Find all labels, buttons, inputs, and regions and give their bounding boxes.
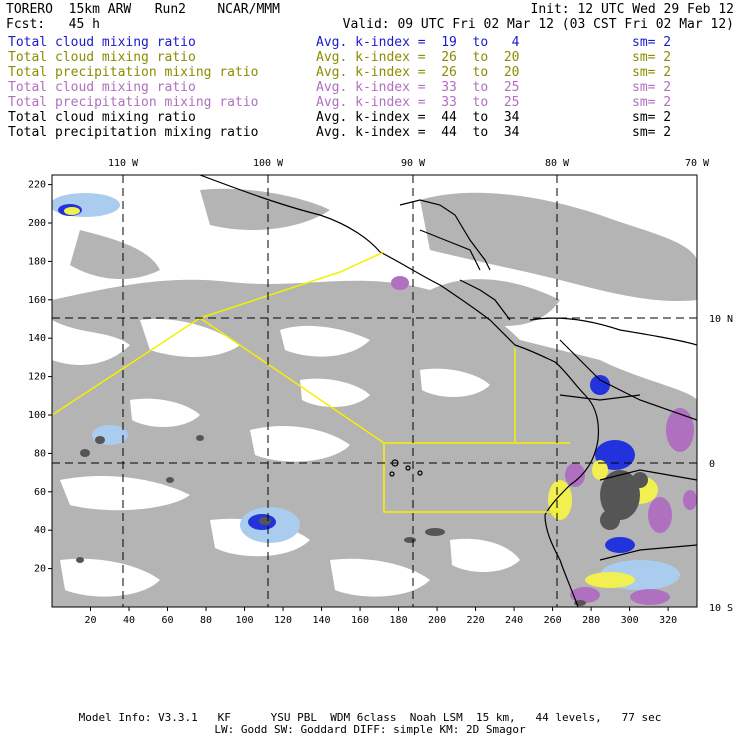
x-tick-label: 100 [236, 615, 254, 626]
latitude-label: 0 [709, 459, 715, 470]
legend-k-index: Avg. k-index = 44 to 34 [316, 110, 520, 125]
legend-smoothing: sm= 2 [632, 125, 672, 140]
longitude-label: 100 W [253, 158, 284, 169]
lat-lon-grid [52, 175, 697, 607]
legend-row: Total cloud mixing ratio Avg. k-index = 1… [8, 35, 738, 50]
axis-ticks: 20 40 60 80 100 120 140 160 180 200 220 240 260 280 30… [28, 158, 733, 626]
x-tick-label: 60 [161, 615, 173, 626]
legend-field-name: Total cloud mixing ratio [8, 50, 196, 65]
x-tick-label: 240 [505, 615, 523, 626]
legend-k-index: Avg. k-index = 26 to 20 [316, 50, 520, 65]
legend-k-index: Avg. k-index = 19 to 4 [316, 35, 520, 50]
legend-field-name: Total cloud mixing ratio [8, 35, 196, 50]
blue-cloud-cores [52, 193, 680, 590]
dark-cloud-cores [76, 435, 648, 606]
legend-k-index: Avg. k-index = 26 to 20 [316, 65, 520, 80]
legend-row: Total precipitation mixing ratio Avg. k-i… [8, 65, 738, 80]
y-tick-label: 140 [28, 333, 46, 344]
latitude-label: 10 N [709, 314, 733, 325]
longitude-label: 90 W [401, 158, 426, 169]
legend-k-index: Avg. k-index = 33 to 25 [316, 95, 520, 110]
x-tick-label: 300 [621, 615, 639, 626]
y-tick-label: 100 [28, 410, 46, 421]
legend-field-name: Total cloud mixing ratio [8, 80, 196, 95]
longitude-label: 110 W [108, 158, 139, 169]
x-tick-label: 160 [351, 615, 369, 626]
legend-row: Total cloud mixing ratio Avg. k-index = 3… [8, 80, 738, 95]
legend-field-name: Total precipitation mixing ratio [8, 95, 259, 110]
y-tick-label: 60 [34, 487, 46, 498]
x-tick-label: 80 [200, 615, 212, 626]
y-tick-label: 160 [28, 295, 46, 306]
x-tick-label: 20 [84, 615, 96, 626]
x-tick-label: 280 [582, 615, 600, 626]
y-tick-label: 200 [28, 218, 46, 229]
init-time: Init: 12 UTC Wed 29 Feb 12 [530, 2, 735, 17]
forecast-hour: Fcst: 45 h [6, 17, 100, 32]
legend-field-name: Total cloud mixing ratio [8, 110, 196, 125]
model-info-line1: Model Info: V3.3.1 KF YSU PBL WDM 6class… [78, 711, 662, 724]
legend-smoothing: sm= 2 [632, 65, 672, 80]
plot-frame [51, 174, 698, 608]
legend-row: Total cloud mixing ratio Avg. k-index = 4… [8, 110, 738, 125]
purple-precip-cores [391, 276, 697, 605]
flight-track [52, 251, 570, 513]
legend-row: Total precipitation mixing ratio Avg. k-i… [8, 95, 738, 110]
x-tick-label: 180 [390, 615, 408, 626]
legend-row: Total precipitation mixing ratio Avg. k-i… [8, 125, 738, 140]
legend-smoothing: sm= 2 [632, 35, 672, 50]
y-tick-label: 40 [34, 525, 46, 536]
x-tick-label: 200 [428, 615, 446, 626]
legend-k-index: Avg. k-index = 44 to 34 [316, 125, 520, 140]
coastlines [199, 175, 697, 607]
legend-smoothing: sm= 2 [632, 110, 672, 125]
x-tick-label: 140 [313, 615, 331, 626]
x-tick-label: 260 [544, 615, 562, 626]
x-tick-label: 220 [467, 615, 485, 626]
x-tick-label: 120 [274, 615, 292, 626]
legend-k-index: Avg. k-index = 33 to 25 [316, 80, 520, 95]
y-tick-label: 20 [34, 564, 46, 575]
model-title: TORERO 15km ARW Run2 NCAR/MMM [6, 2, 280, 17]
model-info-line2: LW: Godd SW: Goddard DIFF: simple KM: 2D… [214, 723, 526, 736]
latitude-label: 10 S [709, 603, 733, 614]
longitude-label: 80 W [545, 158, 570, 169]
legend-smoothing: sm= 2 [632, 95, 672, 110]
valid-time: Valid: 09 UTC Fri 02 Mar 12 (03 CST Fri … [342, 17, 734, 32]
x-tick-label: 320 [659, 615, 677, 626]
y-tick-label: 80 [34, 448, 46, 459]
longitude-label: 70 W [685, 158, 710, 169]
clear-sky-areas [52, 319, 520, 597]
legend-smoothing: sm= 2 [632, 80, 672, 95]
legend-field-name: Total precipitation mixing ratio [8, 125, 259, 140]
y-tick-label: 220 [28, 180, 46, 191]
y-tick-label: 180 [28, 256, 46, 267]
legend-row: Total cloud mixing ratio Avg. k-index = 2… [8, 50, 738, 65]
x-tick-label: 40 [123, 615, 135, 626]
legend-field-name: Total precipitation mixing ratio [8, 65, 259, 80]
legend-smoothing: sm= 2 [632, 50, 672, 65]
y-tick-label: 120 [28, 372, 46, 383]
